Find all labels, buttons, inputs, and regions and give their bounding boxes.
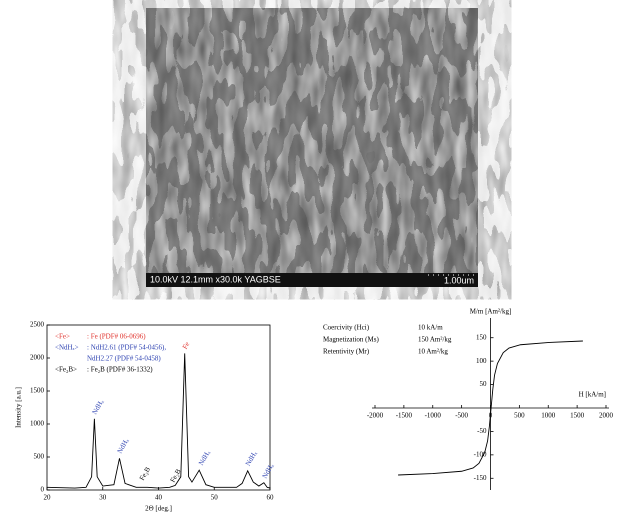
chart: 20 30 40 50 60 0 500 1000 1500 2000 2500 2Θ [deg.] I… [15,321,276,513]
x-tick-label: -1500 [396,412,413,420]
y-tick-label: 500 [34,453,45,461]
y-tick-label: 150 [476,333,487,341]
y-tick-label: -100 [474,450,487,458]
y-tick-label: -150 [474,474,487,482]
legend-text: : Fe (PDF# 06-0696) [87,333,146,341]
property-value: 10 Am²/kg [418,348,448,356]
x-tick-label: 50 [211,494,219,502]
sem-info-bar [146,273,478,287]
property-value: 10 kA/m [418,324,443,332]
property-name: Coercivity (Hci) [323,324,370,332]
x-tick-label: -1000 [425,412,442,420]
data-line [46,353,271,489]
y-tick-label: 2000 [30,354,45,362]
data-line [398,340,583,476]
legend-text: : Fe₂B (PDF# 36-1332) [87,366,153,374]
legend-key: <Fe₂B> [55,366,77,374]
legend-text: : NdH2.61 (PDF# 54-0456), [87,344,166,352]
property-name: Retentivity (Mr) [323,348,370,356]
peak-label: NdHₓ [197,448,212,466]
property-value: 150 Am²/kg [418,336,452,344]
y-tick-label: 100 [476,357,487,365]
legend-key: <Fe> [55,333,70,341]
chart: -2000 -1500 -1000 -500 0 500 1000 1500 2000-150-… [323,308,614,490]
x-tick-label: 30 [99,494,107,502]
y-tick-label: 0 [41,486,45,494]
peak-label: Fe [181,341,191,351]
x-tick-label: 1500 [570,412,585,420]
sem-caption: 10.0kV 12.1mm x30.0k YAGBSE [150,274,281,284]
x-tick-label: 20 [44,494,52,502]
y-axis-label: Intensity [a.u.] [15,387,23,428]
y-tick-label: 50 [480,380,488,388]
peak-label: NdHₓ [116,436,131,454]
y-axis-label: M/m [Am²/kg] [470,308,512,316]
y-tick-label: 1000 [30,420,45,428]
sem-texture [146,8,478,273]
peak-label: NdHₓ [244,449,259,467]
y-tick-label: 2500 [30,321,45,329]
sem-image: 10.0kV 12.1mm x30.0k YAGBSE 1.00um [146,8,478,287]
peak-label: Fe₂B [138,465,152,482]
x-tick-label: 40 [155,494,163,502]
y-tick-label: 1500 [30,387,45,395]
x-tick-label: 500 [514,412,525,420]
x-axis-label: H [kA/m] [579,391,606,399]
x-tick-label: -500 [455,412,468,420]
legend-key: <NdHₓ> [55,344,79,352]
sem-scale: 1.00um [444,275,474,285]
x-tick-label: 60 [267,494,275,502]
x-tick-label: 1000 [541,412,556,420]
x-tick-label: 2000 [599,412,614,420]
property-name: Magnetization (Ms) [323,336,379,344]
peak-label: NdHₓ [91,398,106,416]
legend-text: NdH2.27 (PDF# 54-0458) [87,355,161,363]
x-axis-label: 2Θ [deg.] [145,505,172,513]
peak-label: NdHₓ [261,462,276,480]
x-tick-label: -2000 [367,412,384,420]
y-tick-label: -50 [477,427,487,435]
